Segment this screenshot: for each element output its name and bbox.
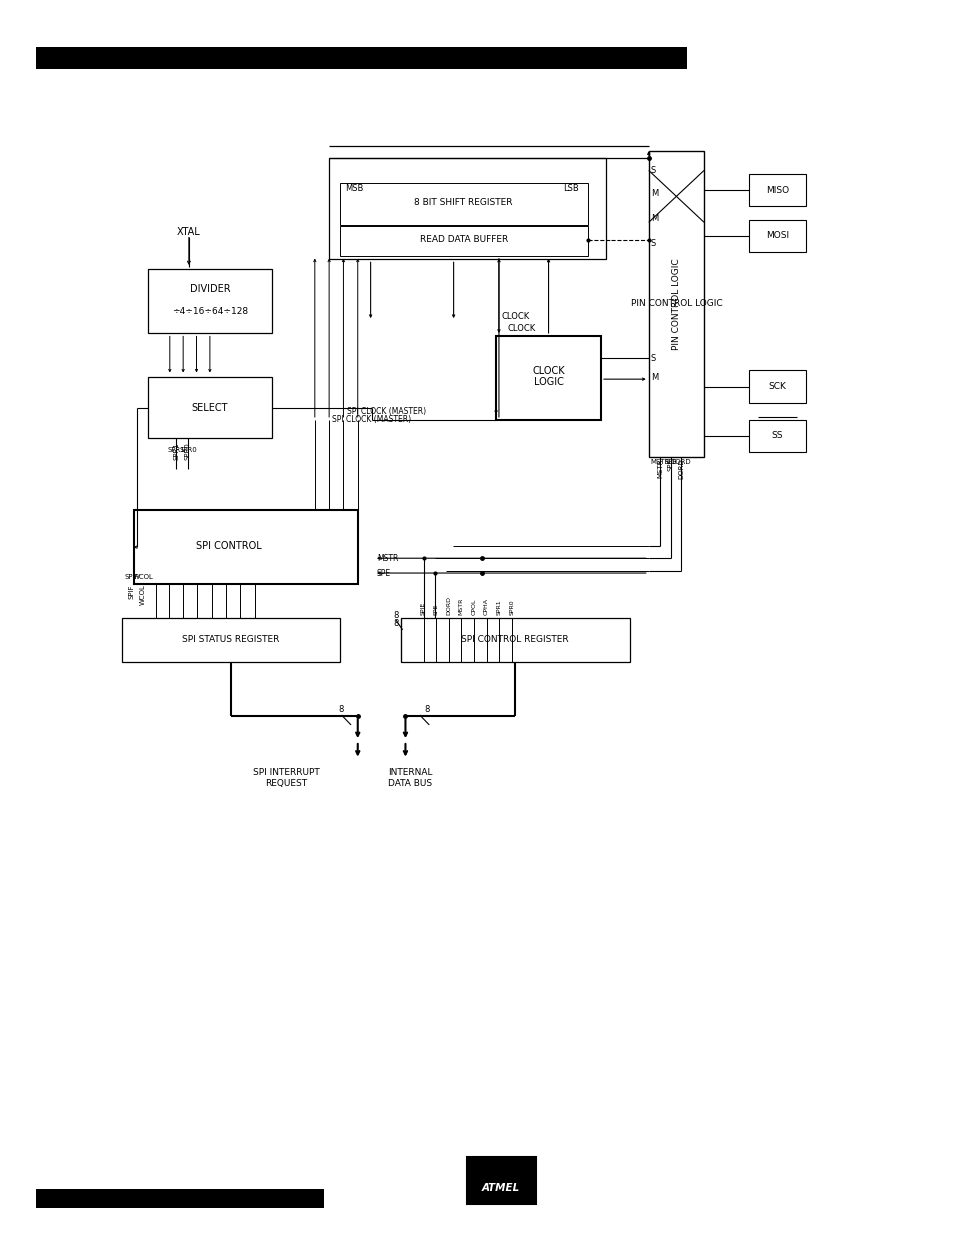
Bar [748,370,805,403]
Text: MISO: MISO [765,185,788,195]
Bar [748,420,805,452]
Text: M: M [650,214,658,224]
Bar [133,510,357,584]
Text: SPI CLOCK (MASTER): SPI CLOCK (MASTER) [333,415,411,424]
Text: M: M [650,189,658,199]
Text: 8: 8 [424,705,430,714]
Text: MOSI: MOSI [765,231,788,241]
Text: SPE: SPE [434,604,438,615]
Text: M: M [650,373,658,383]
Text: SPR1: SPR1 [168,447,185,453]
Text: 8: 8 [393,610,398,620]
Text: SPR1: SPR1 [497,599,501,615]
Text: CLOCK: CLOCK [500,312,529,321]
Text: SPI CONTROL: SPI CONTROL [196,541,261,551]
Text: SPE: SPE [667,458,673,471]
Text: PIN CONTROL LOGIC: PIN CONTROL LOGIC [671,258,680,350]
Bar [148,269,272,333]
Text: MSTR: MSTR [650,459,669,466]
Text: READ DATA BUFFER: READ DATA BUFFER [419,235,507,245]
Bar [36,47,686,69]
Text: LSB: LSB [562,184,578,194]
Bar [339,183,587,225]
Text: SCK: SCK [768,382,785,391]
Bar [496,336,600,420]
Text: SPE: SPE [376,568,391,578]
Text: SPIF: SPIF [129,584,134,599]
Text: S: S [650,165,656,175]
Text: SPI INTERRUPT
REQUEST: SPI INTERRUPT REQUEST [253,768,319,788]
Text: SPIE: SPIE [420,601,426,615]
Bar [122,618,339,662]
Bar [748,220,805,252]
Text: CPHA: CPHA [483,598,489,615]
Text: 8: 8 [393,619,398,629]
Text: SPI CLOCK (MASTER): SPI CLOCK (MASTER) [347,408,425,416]
Text: ÷4÷16÷64÷128: ÷4÷16÷64÷128 [172,306,248,316]
Text: WCOL: WCOL [132,574,153,580]
Text: S: S [650,353,656,363]
Text: SPIF: SPIF [124,574,139,580]
Text: S: S [650,238,656,248]
Text: 8: 8 [337,705,343,714]
Text: SPR0: SPR0 [509,599,514,615]
Text: SELECT: SELECT [192,403,228,412]
Bar [339,226,587,256]
Text: SPR1: SPR1 [173,442,179,459]
Text: ATMEL: ATMEL [481,1183,519,1193]
Text: CLOCK: CLOCK [507,325,536,333]
Bar [400,618,629,662]
Text: DORD: DORD [670,459,691,466]
Text: SPI CONTROL REGISTER: SPI CONTROL REGISTER [461,635,568,645]
Text: DORD: DORD [678,458,683,479]
Text: MSTR: MSTR [458,598,463,615]
Text: MSTR: MSTR [376,553,397,563]
Text: SPI STATUS REGISTER: SPI STATUS REGISTER [182,635,279,645]
Text: INTERNAL
DATA BUS: INTERNAL DATA BUS [388,768,432,788]
Text: DORD: DORD [446,597,451,615]
Text: SPE: SPE [663,459,677,466]
Text: MSB: MSB [345,184,363,194]
Text: MSTR: MSTR [657,458,662,478]
Text: CLOCK
LOGIC: CLOCK LOGIC [532,366,564,388]
Bar [329,158,605,259]
Bar [748,174,805,206]
Bar [467,1157,536,1204]
Text: WCOL: WCOL [140,584,146,605]
Bar [148,377,272,438]
Text: PIN CONTROL LOGIC: PIN CONTROL LOGIC [630,299,721,309]
Bar [648,151,703,457]
Text: DIVIDER: DIVIDER [190,284,230,294]
Text: 8 BIT SHIFT REGISTER: 8 BIT SHIFT REGISTER [414,198,513,207]
Text: SS: SS [771,431,782,441]
Bar [36,1189,324,1208]
Text: SPR0: SPR0 [179,447,196,453]
Text: SPR0: SPR0 [185,442,191,459]
Text: XTAL: XTAL [177,227,200,237]
Text: CPOL: CPOL [471,599,476,615]
